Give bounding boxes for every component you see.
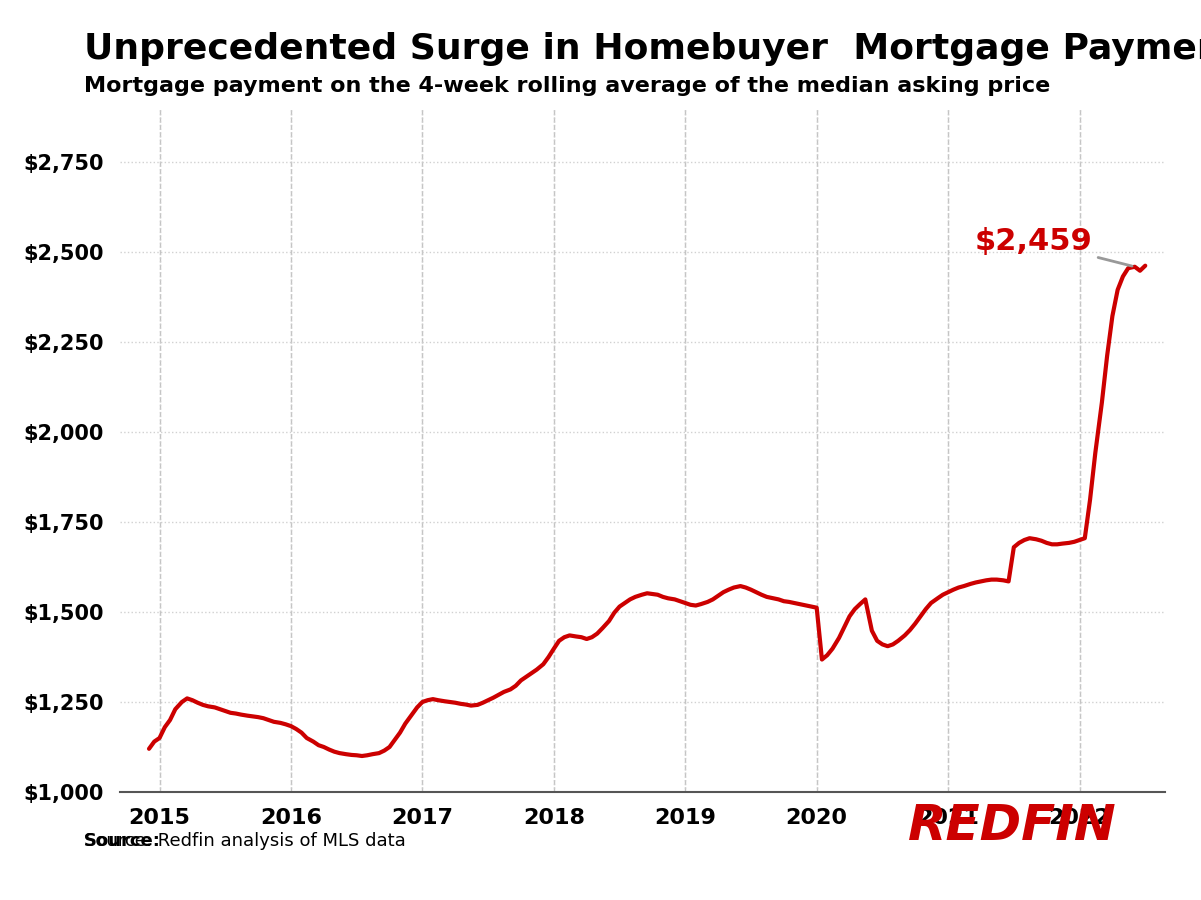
Text: $2,459: $2,459 (975, 227, 1133, 266)
Text: Unprecedented Surge in Homebuyer  Mortgage Payments: Unprecedented Surge in Homebuyer Mortgag… (84, 32, 1201, 66)
Text: Mortgage payment on the 4-week rolling average of the median asking price: Mortgage payment on the 4-week rolling a… (84, 76, 1051, 96)
Text: Source: Redfin analysis of MLS data: Source: Redfin analysis of MLS data (84, 832, 406, 850)
Text: Source:: Source: (84, 832, 161, 850)
Text: REDFIN: REDFIN (908, 803, 1117, 850)
